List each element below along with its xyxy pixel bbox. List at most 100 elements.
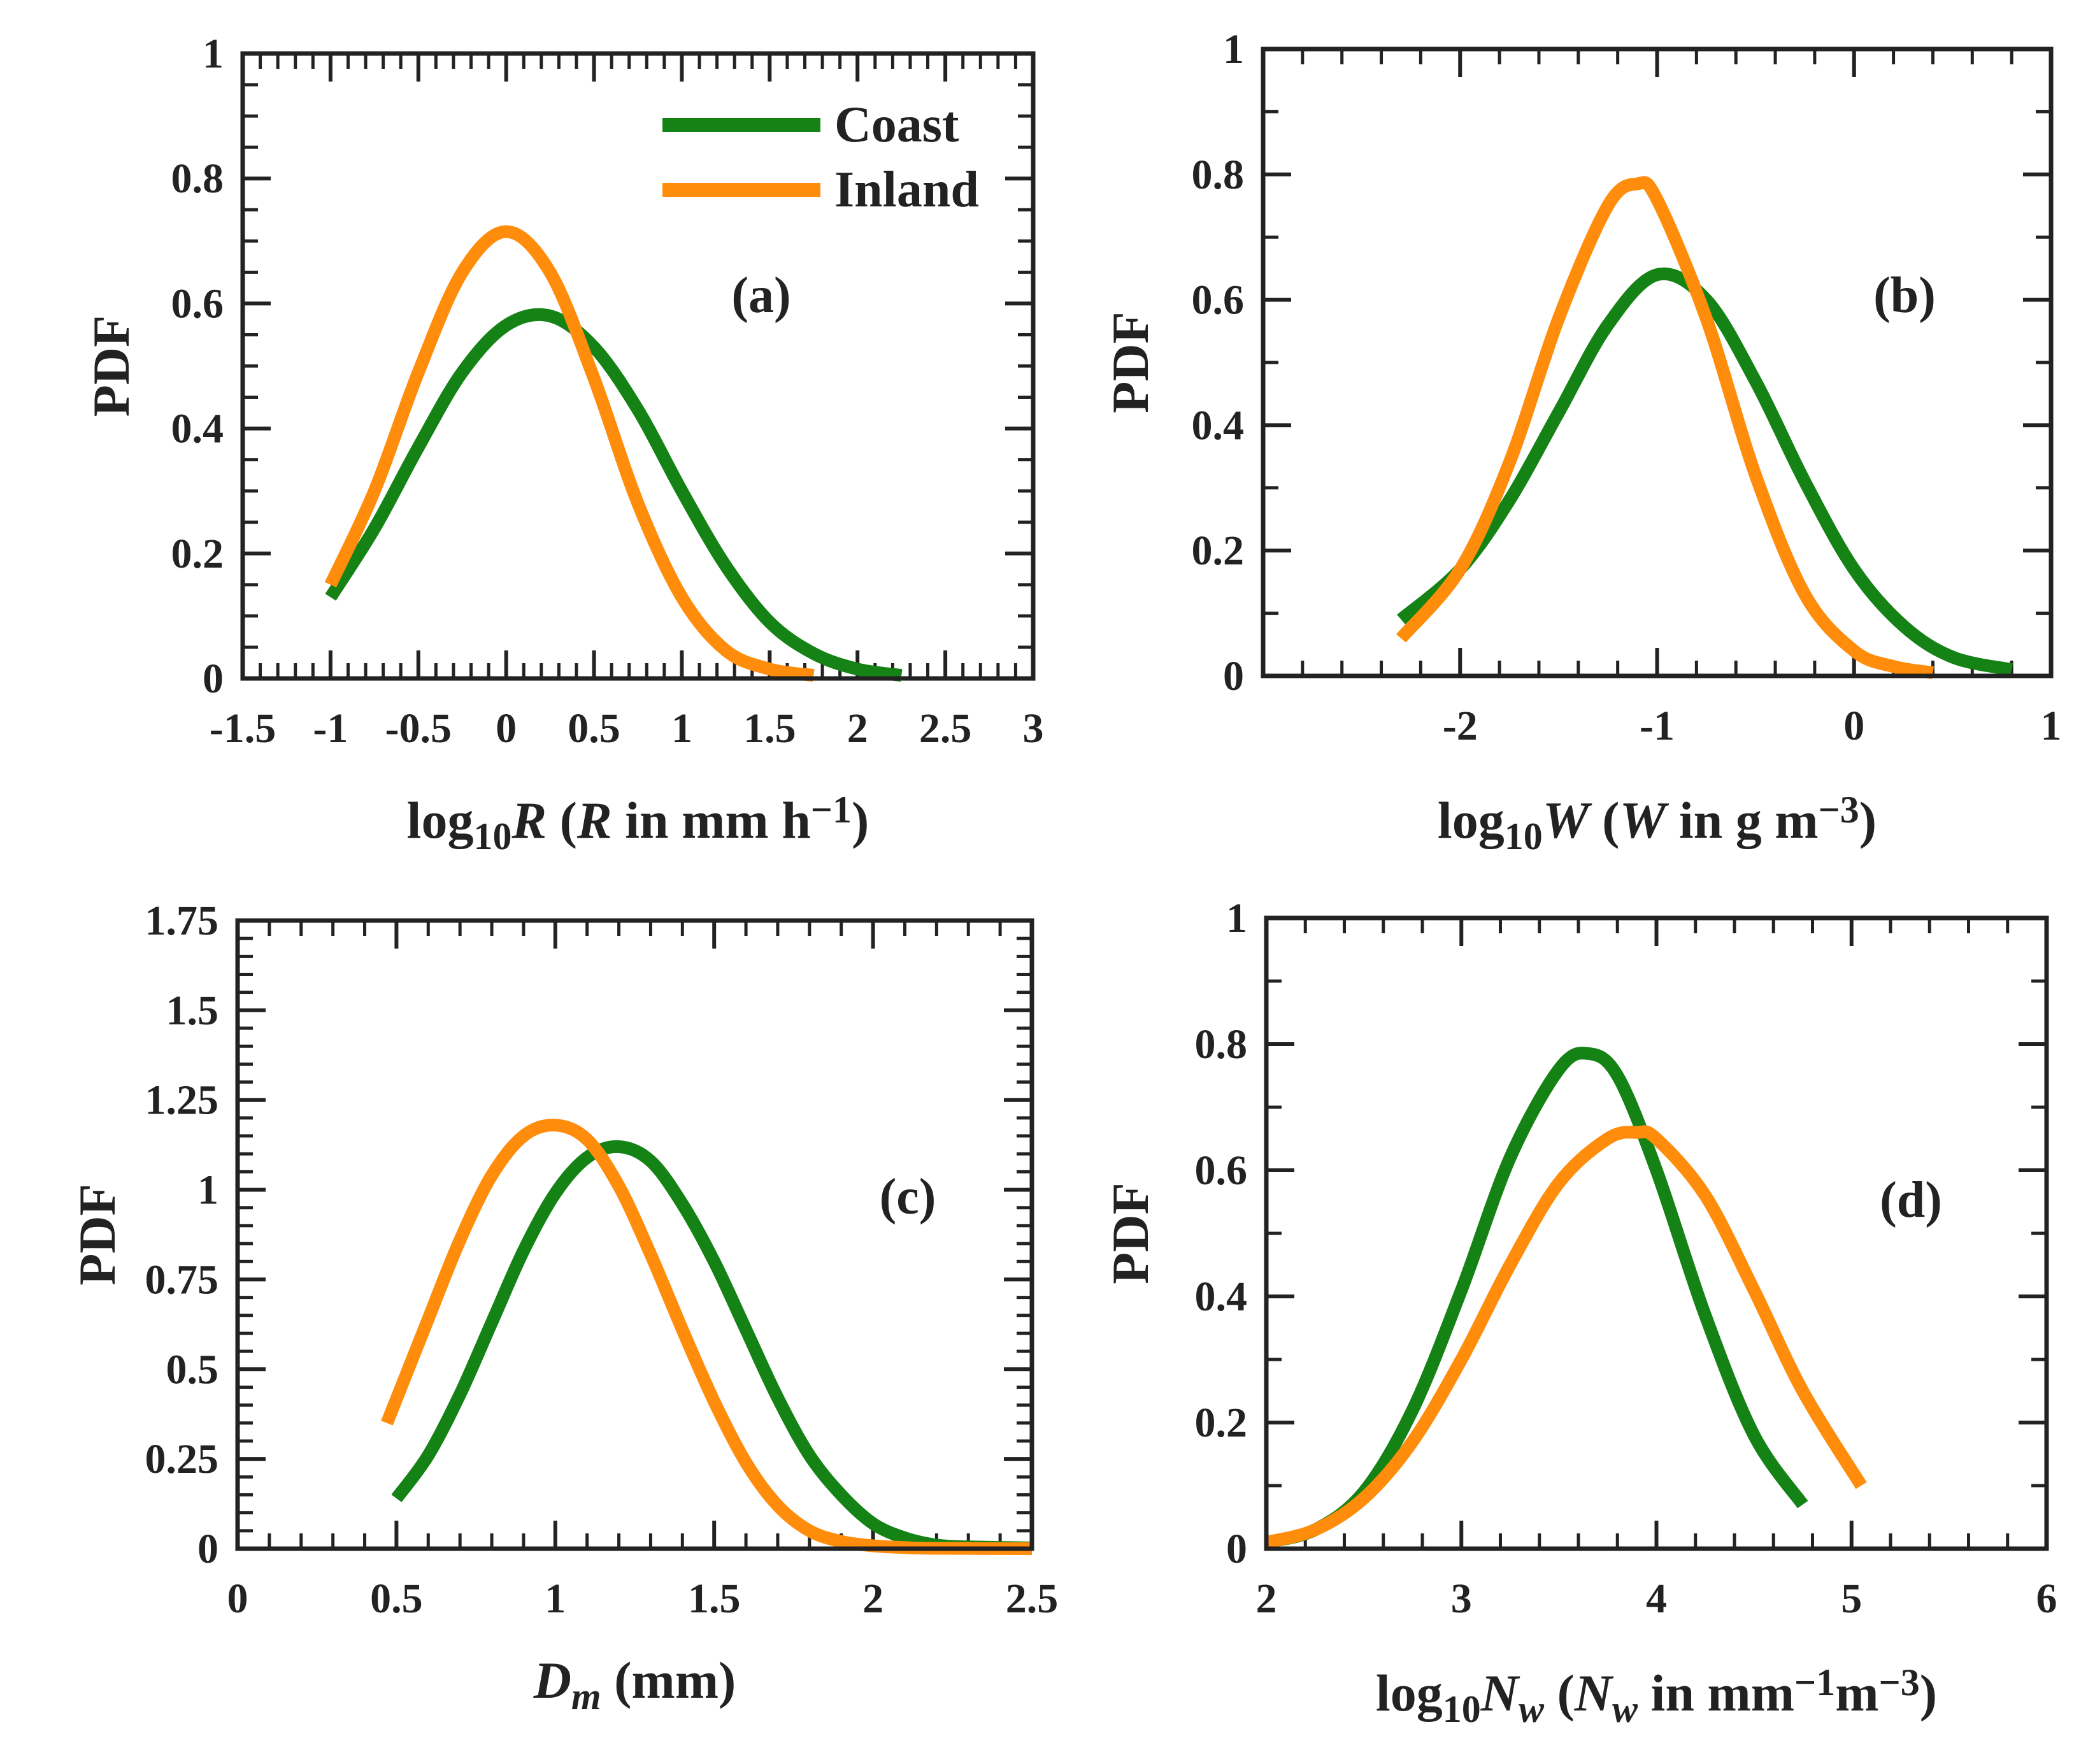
x-axis-label: log10R (R in mm h−1): [407, 789, 869, 857]
x-label-variable: D: [533, 1651, 571, 1709]
y-tick-label: 0: [1223, 653, 1244, 699]
x-label-unit: in mm h: [612, 791, 811, 849]
axes-frame: [1261, 47, 2054, 678]
x-label-part: (: [1589, 791, 1620, 849]
x-label-subscript: w: [1519, 1688, 1545, 1730]
x-label-part: (: [547, 791, 577, 849]
y-tick-label: 1: [203, 31, 224, 77]
y-tick-label: 0.6: [1195, 1147, 1248, 1194]
x-tick-label: 2.5: [919, 705, 972, 752]
x-tick-label: 0.5: [568, 705, 620, 752]
x-tick-label: 1.5: [743, 705, 796, 752]
x-label-variable: N: [1574, 1664, 1614, 1722]
x-tick-label: 3: [1023, 705, 1044, 752]
y-tick-label: 0.2: [171, 531, 224, 577]
y-tick-label: 0.6: [171, 280, 224, 327]
x-tick-label: 0: [227, 1575, 248, 1622]
series-line-inland: [1264, 1125, 1867, 1549]
x-label-log: log: [1376, 1664, 1443, 1722]
x-label-superscript: −1: [1794, 1661, 1835, 1703]
y-tick-label: 0.8: [171, 155, 224, 202]
y-tick-label: 0.5: [166, 1346, 219, 1393]
x-label-log: log: [1438, 791, 1505, 849]
y-tick-label: 1: [197, 1167, 218, 1214]
x-label-subscript: m: [571, 1675, 601, 1717]
y-tick-label: 0.2: [1192, 527, 1245, 574]
x-tick-label: 2.5: [1006, 1575, 1059, 1622]
x-label-subscript: 10: [473, 815, 511, 857]
x-tick-label: 1: [545, 1575, 566, 1622]
x-axis-label: log10W (W in g m−3): [1438, 789, 1877, 857]
x-label-unit: in g m: [1666, 791, 1818, 849]
x-tick-label: 5: [1841, 1575, 1862, 1622]
x-tick-label: 1: [2041, 703, 2062, 749]
x-tick-label: -2: [1443, 703, 1478, 749]
y-axis-label: PDF: [1101, 312, 1159, 413]
x-tick-label: 0.5: [370, 1575, 423, 1622]
x-label-subscript: 10: [1443, 1688, 1481, 1730]
x-label-unit: in mm: [1638, 1664, 1794, 1722]
y-tick-label: 0: [1226, 1526, 1247, 1572]
x-label-part: ): [1920, 1664, 1937, 1722]
y-tick-label: 0.4: [1192, 402, 1245, 448]
minor-ticks: [236, 919, 1034, 1551]
x-label-variable: W: [1543, 791, 1592, 849]
x-label-variable: W: [1619, 791, 1669, 849]
y-tick-label: 1.75: [145, 898, 219, 944]
y-tick-label: 0.8: [1195, 1021, 1248, 1068]
panel-label: (d): [1880, 1172, 1942, 1228]
legend-label-coast: Coast: [834, 97, 959, 153]
minor-ticks: [1261, 47, 2053, 678]
series-line-inland: [381, 1119, 1033, 1555]
x-label-subscript: w: [1612, 1688, 1638, 1730]
x-tick-label: 6: [2036, 1575, 2057, 1622]
series-line-inland: [324, 225, 815, 682]
x-tick-label: -1.5: [210, 705, 276, 752]
x-label-variable: N: [1480, 1664, 1520, 1722]
x-axis-label: log10Nw (Nw in mm−1m−3): [1376, 1661, 1937, 1730]
x-tick-label: 2: [862, 1575, 883, 1622]
series-line-coast: [1397, 267, 2013, 677]
y-tick-label: 0: [203, 656, 224, 702]
x-tick-label: -1: [313, 705, 348, 752]
x-label-superscript: −1: [811, 789, 852, 831]
y-tick-label: 0.6: [1192, 277, 1245, 324]
y-tick-label: 0: [197, 1526, 218, 1572]
x-label-superscript: −3: [1879, 1661, 1920, 1703]
panel-c: 0 0.5 1 1.5 2 2.5 0 0.25 0.5 0.75 1 1.25 1.5 1.75 (c) P…: [68, 898, 1058, 1717]
series-line-coast: [1264, 1047, 1808, 1549]
x-tick-label: -0.5: [385, 705, 452, 752]
x-label-variable: R: [576, 791, 612, 849]
legend-label-inland: Inland: [834, 162, 979, 218]
series-line-coast: [391, 1140, 1033, 1554]
x-label-unit: m: [1835, 1664, 1878, 1722]
y-tick-label: 0.75: [145, 1256, 219, 1303]
y-axis-label: PDF: [1101, 1182, 1159, 1284]
x-label-part: ): [852, 791, 869, 849]
x-tick-label: 0: [496, 705, 517, 752]
x-tick-label: 2: [847, 705, 868, 752]
y-tick-label: 1.25: [145, 1077, 219, 1124]
y-tick-label: 0.2: [1195, 1400, 1248, 1446]
x-tick-label: 3: [1451, 1575, 1472, 1622]
y-tick-label: 0.4: [171, 406, 224, 452]
x-label-variable: R: [511, 791, 547, 849]
x-label-subscript: 10: [1505, 815, 1543, 857]
panel-label: (c): [880, 1169, 936, 1225]
x-tick-label: 1: [671, 705, 692, 752]
x-label-unit: (mm): [601, 1651, 736, 1709]
axes-frame: [1264, 915, 2049, 1551]
legend: Coast Inland: [662, 97, 979, 218]
panel-a: -1.5 -1 -0.5 0 0.5 1 1.5 2 2.5 3 0 0.2 0.4 0.6 0.8 1 (a)…: [82, 31, 1044, 857]
x-axis-label: Dm (mm): [533, 1651, 736, 1717]
y-tick-label: 0.25: [145, 1436, 219, 1482]
y-tick-label: 1: [1223, 26, 1244, 73]
x-label-superscript: −3: [1819, 789, 1859, 831]
x-tick-label: 0: [1843, 703, 1864, 749]
axes-frame: [235, 918, 1034, 1551]
y-axis-label: PDF: [82, 315, 140, 417]
x-tick-label: -1: [1640, 703, 1675, 749]
